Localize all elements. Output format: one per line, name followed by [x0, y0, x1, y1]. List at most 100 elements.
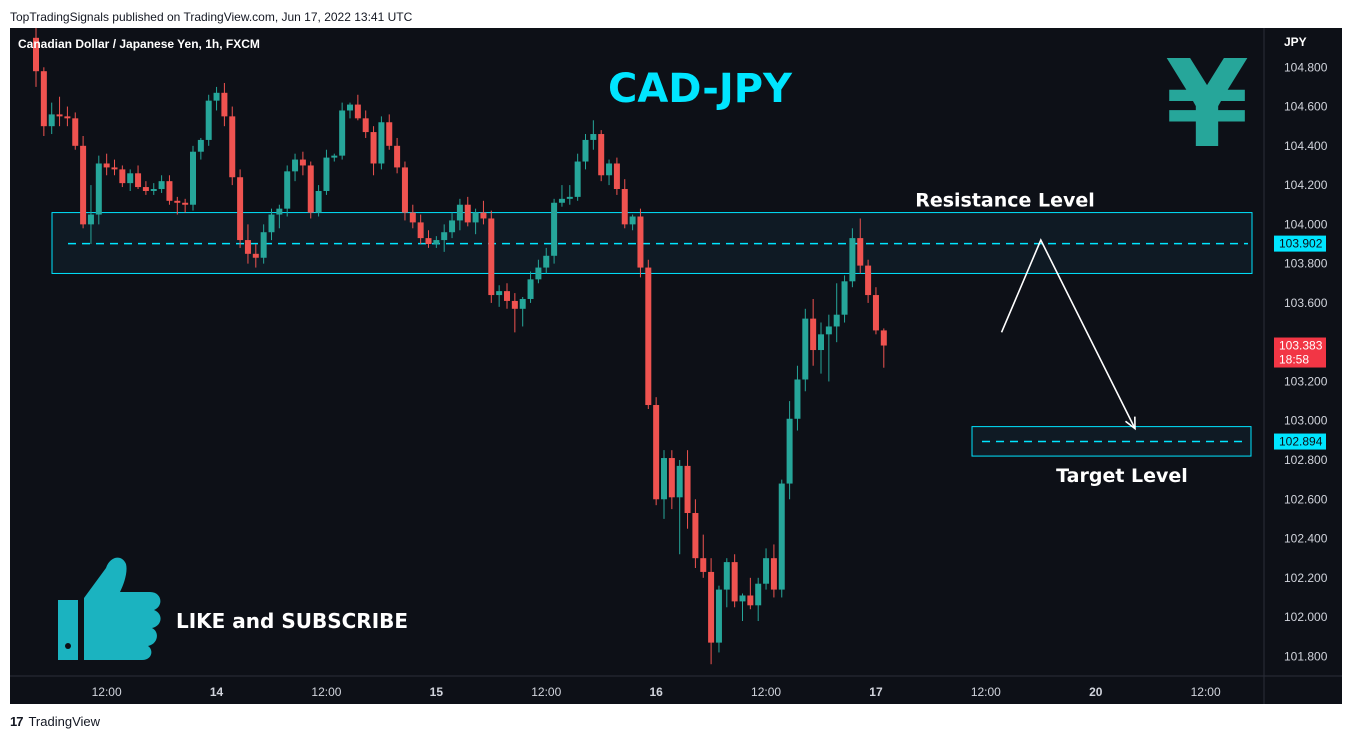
candle [700, 534, 707, 578]
candle-body [778, 483, 785, 590]
candle [299, 151, 306, 176]
y-tick-label: 102.400 [1284, 532, 1328, 546]
candle-body [354, 104, 361, 119]
candle [653, 397, 660, 506]
candle-body [307, 165, 314, 213]
candle-body [87, 214, 94, 225]
candle [40, 67, 47, 136]
target-price-tag-bg [1274, 433, 1326, 450]
candle-body [849, 238, 856, 282]
candle [174, 196, 181, 215]
candle-body [496, 291, 503, 296]
candle [496, 285, 503, 307]
candle [64, 106, 71, 127]
candle-body [472, 212, 479, 223]
candle [865, 259, 872, 303]
candle-body [763, 558, 770, 584]
candle [378, 116, 385, 170]
candle [401, 161, 408, 221]
candle [551, 198, 558, 264]
chart-canvas[interactable]: 104.800 104.600 104.400 104.200 104.000 103.8… [10, 28, 1342, 704]
resistance-price-tag-bg [1274, 235, 1326, 252]
candle [802, 308, 809, 392]
candle [339, 102, 346, 160]
candle-body [299, 159, 306, 166]
candle [770, 544, 777, 598]
candle-body [770, 558, 777, 590]
resistance-label: Resistance Level [915, 190, 1095, 212]
candle [692, 499, 699, 568]
candle-body [252, 253, 259, 258]
axis-ticks-layer: 104.800 104.600 104.400 104.200 104.000 103.8… [92, 60, 1328, 699]
candle [786, 401, 793, 500]
candle [190, 145, 196, 211]
last-price-tag-value: 103.383 [1279, 339, 1323, 353]
publish-info: TopTradingSignals published on TradingVi… [10, 10, 413, 24]
candle [95, 155, 102, 225]
candle-body [810, 318, 817, 351]
candle [56, 96, 63, 127]
candle [284, 165, 291, 217]
candle-body [865, 265, 872, 296]
currency-label: JPY [1284, 35, 1307, 49]
candle [723, 558, 730, 608]
y-tick-label: 102.000 [1284, 610, 1328, 624]
projection-path [1000, 238, 1136, 429]
candle [292, 153, 299, 182]
candle-body [80, 145, 87, 225]
candle-body [276, 208, 283, 215]
candle-body [566, 196, 573, 199]
candle [566, 185, 573, 205]
y-tick-label: 104.200 [1284, 178, 1328, 192]
candle-body [661, 458, 667, 500]
chart-panel[interactable]: 104.800 104.600 104.400 104.200 104.000 103.8… [10, 28, 1342, 704]
candle-body [378, 122, 385, 164]
candle [331, 153, 338, 162]
candle [119, 165, 126, 188]
y-tick-label: 102.800 [1284, 453, 1328, 467]
candle-body [590, 134, 597, 140]
candle [543, 247, 550, 274]
candle [221, 82, 228, 127]
candle [535, 259, 542, 284]
candle-body [331, 155, 338, 158]
candle-body [637, 216, 644, 268]
footer-brand[interactable]: 17 TradingView [10, 714, 100, 729]
candle-body [64, 116, 71, 119]
candle-body [715, 589, 722, 643]
candle-body [119, 169, 126, 184]
yen-icon: ¥ [1165, 36, 1249, 175]
candle [755, 577, 762, 622]
candle [127, 169, 134, 191]
candle-body [543, 255, 550, 268]
candle-body [684, 465, 691, 514]
candle [80, 136, 87, 229]
candle-body [700, 558, 707, 572]
candle-body [739, 595, 746, 602]
candle [472, 208, 479, 235]
y-tick-label: 102.200 [1284, 571, 1328, 585]
candle-body [857, 238, 864, 266]
candle-body [213, 92, 220, 101]
last-price-tag-bg [1274, 337, 1326, 368]
candle-body [221, 92, 228, 117]
candle [370, 126, 377, 176]
candle [857, 218, 864, 274]
target-price-tag: 102.894 [1274, 433, 1326, 450]
candle [763, 548, 770, 590]
candle [323, 149, 330, 195]
y-tick-label: 103.000 [1284, 414, 1328, 428]
candle-body [449, 220, 456, 233]
candle-body [747, 595, 754, 606]
candle-body [692, 513, 699, 559]
candle-body [158, 181, 165, 190]
candle [621, 179, 628, 229]
candle-body [551, 202, 558, 256]
candle-body [613, 163, 620, 190]
candle-body [48, 114, 55, 127]
candle-body [95, 163, 102, 215]
like-subscribe-text: LIKE and SUBSCRIBE [176, 609, 408, 633]
candle-body [150, 189, 157, 191]
candle [252, 244, 259, 268]
